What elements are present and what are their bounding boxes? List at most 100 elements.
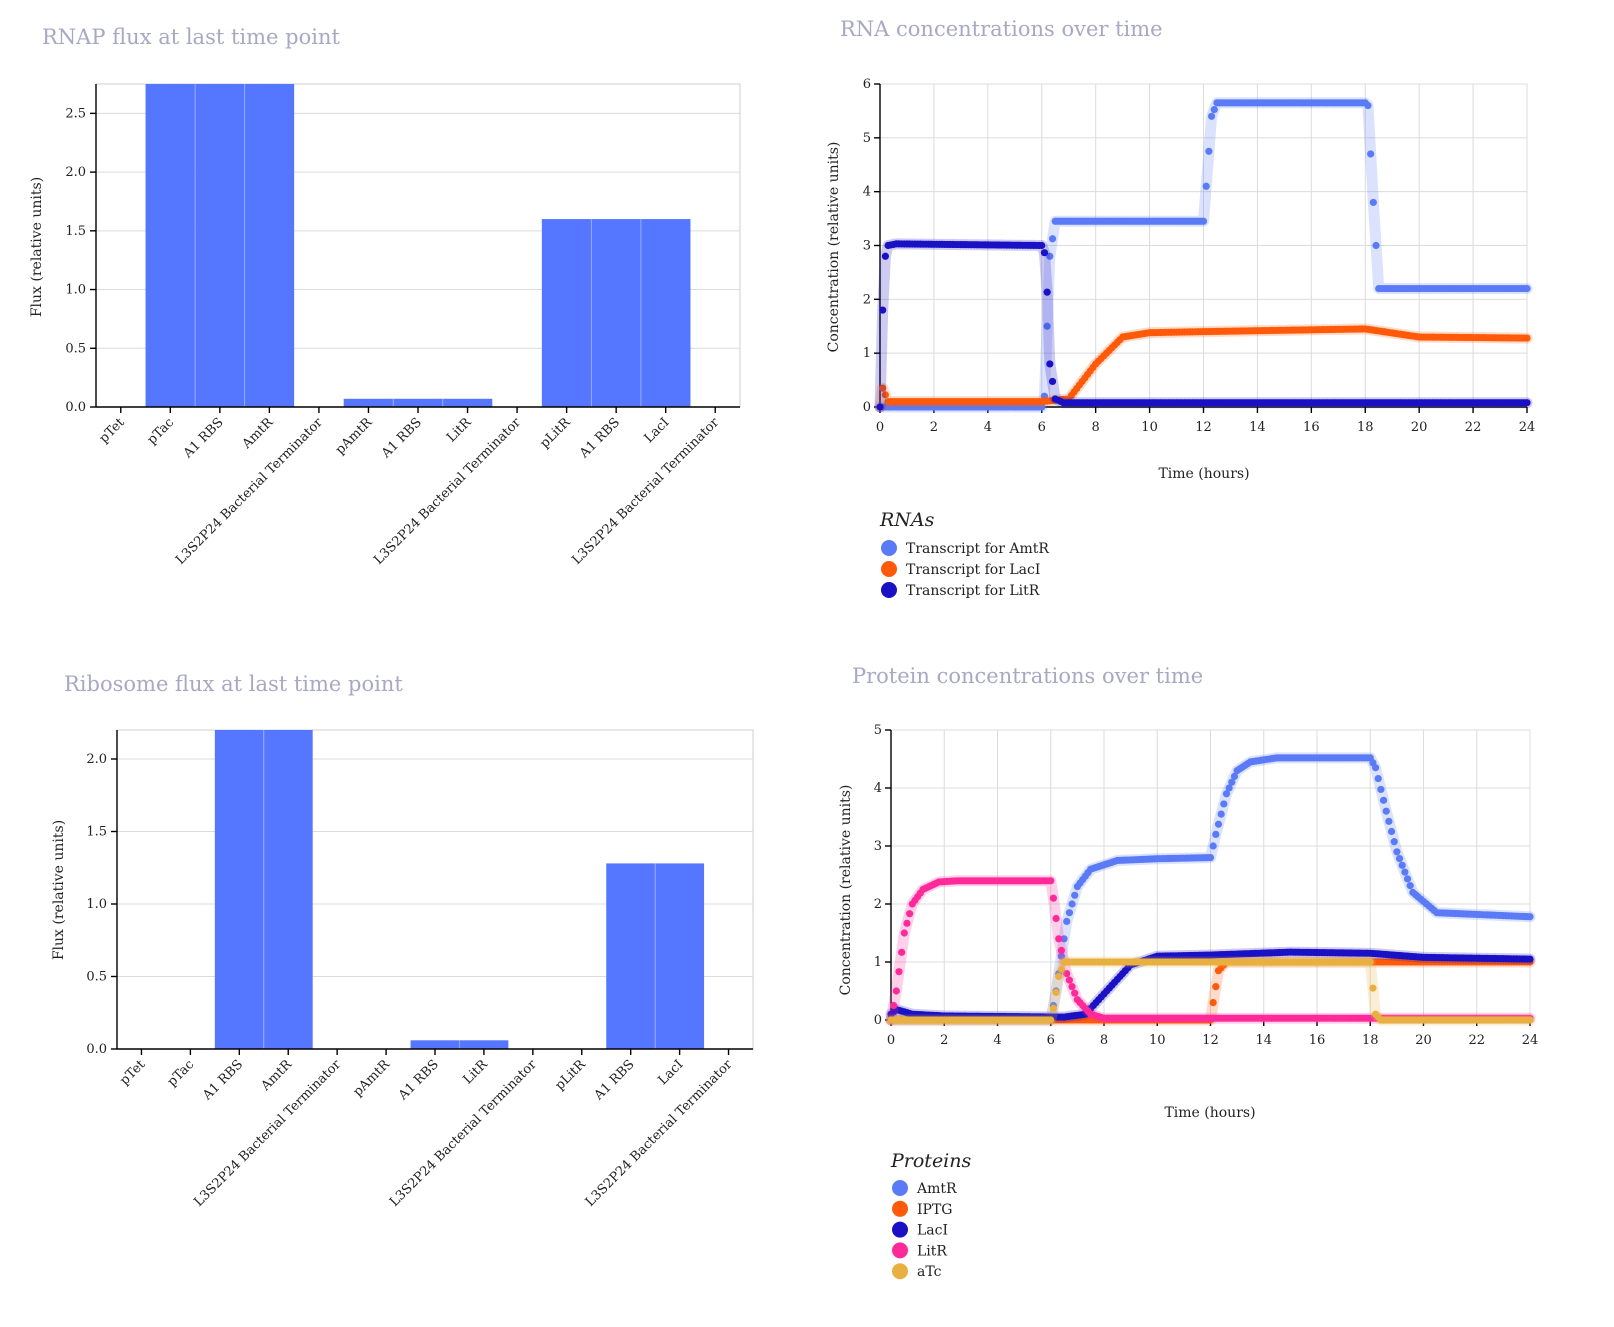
data-point [1206,854,1215,862]
data-point [1049,894,1058,902]
data-point [898,948,906,956]
y-tick-label: 1.0 [65,283,86,298]
bar [459,1040,509,1049]
y-tick-label: 0 [863,400,871,415]
x-tick-label: pAmtR [333,414,376,457]
data-point [1046,252,1054,260]
legend-swatch [892,1180,908,1196]
data-point [1068,983,1076,991]
data-point [1063,917,1071,925]
x-tick-label: 8 [1092,420,1100,435]
data-point [1068,900,1076,908]
series [874,323,1533,413]
data-point [1377,785,1385,794]
y-tick-label: 2.0 [65,165,86,180]
x-tick-label: 10 [1141,420,1158,435]
x-tick-label: 6 [1038,420,1046,435]
data-point [1523,334,1531,342]
x-tick-label: LacI [642,415,673,446]
rna-concentration-panel: RNA concentrations over time Concentrati… [820,0,1614,640]
y-tick-label: 1.0 [86,897,107,912]
y-tick-label: 0.0 [86,1042,107,1057]
y-tick-label: 4 [874,781,882,796]
data-point [881,252,889,260]
bar [640,219,691,407]
y-tick-label: 4 [863,185,871,200]
data-point [1071,989,1079,997]
data-point [1366,958,1374,966]
data-point [895,968,903,976]
x-tick-label: 14 [1249,420,1266,435]
data-point [876,403,884,411]
x-tick-label: 16 [1303,420,1320,435]
data-point [879,384,887,392]
data-point [1398,861,1406,869]
legend-label: AmtR [916,1181,957,1197]
series [874,238,1533,413]
data-point [1038,403,1046,411]
x-tick-label: 22 [1465,420,1482,435]
x-tick-label: 0 [887,1033,895,1048]
data-point [1048,377,1057,386]
data-point [1401,868,1409,876]
data-point [1212,830,1220,838]
y-tick-label: 0 [874,1013,882,1028]
data-point [1369,198,1377,207]
data-point [1523,399,1531,407]
chart-title: RNA concentrations over time [840,17,1163,41]
x-tick-label: 18 [1357,420,1374,435]
x-tick-label: pLitR [552,1056,589,1093]
data-point [1205,147,1213,155]
x-tick-label: 12 [1202,1033,1219,1048]
x-tick-label: 16 [1309,1033,1326,1048]
data-point [1523,284,1531,293]
legend-swatch [881,540,897,556]
x-tick-label: 0 [876,420,884,435]
data-point [1214,820,1223,828]
y-axis-title: Flux (relative units) [51,820,67,960]
y-tick-label: 1.5 [65,224,86,239]
x-tick-label: pTet [97,415,129,447]
x-tick-label: LitR [444,414,475,445]
data-point [1390,838,1398,846]
data-point [1385,817,1393,825]
x-tick-label: 4 [984,420,992,435]
data-point [881,391,889,399]
rnap-flux-chart: RNAP flux at last time point Flux (relat… [29,25,741,568]
bar [541,219,592,407]
data-point [879,306,887,314]
data-point [1210,105,1218,114]
y-tick-label: 3 [874,839,882,854]
data-point [1230,772,1239,780]
data-point [1367,150,1375,158]
x-tick-label: AmtR [258,1056,296,1094]
data-point [1209,999,1217,1007]
x-tick-label: LacI [655,1057,686,1088]
bar [214,730,264,1049]
data-point [1049,1004,1058,1012]
data-point [1526,913,1534,921]
data-point [1043,288,1051,296]
x-tick-label: pTet [117,1057,149,1089]
x-tick-label: pLitR [537,414,574,451]
y-axis-title: Concentration (relative units) [838,785,854,996]
data-point [903,919,911,927]
y-tick-label: 1.5 [86,825,107,840]
bar [655,863,705,1049]
x-tick-label: 2 [930,420,938,435]
legend-label: Transcript for AmtR [906,541,1049,557]
chart-title: Protein concentrations over time [852,664,1203,688]
legend-title: Proteins [890,1150,971,1172]
bar [145,84,196,407]
data-point [1393,848,1401,856]
y-tick-label: 5 [863,131,871,146]
chart-title: RNAP flux at last time point [42,25,340,49]
x-tick-label: pAmtR [350,1056,393,1099]
x-tick-label: 10 [1149,1033,1166,1048]
data-point [1055,972,1063,981]
x-tick-label: 18 [1362,1033,1379,1048]
x-tick-label: A1 RBS [395,1057,442,1104]
data-point [1052,988,1060,997]
data-point [1043,322,1051,330]
